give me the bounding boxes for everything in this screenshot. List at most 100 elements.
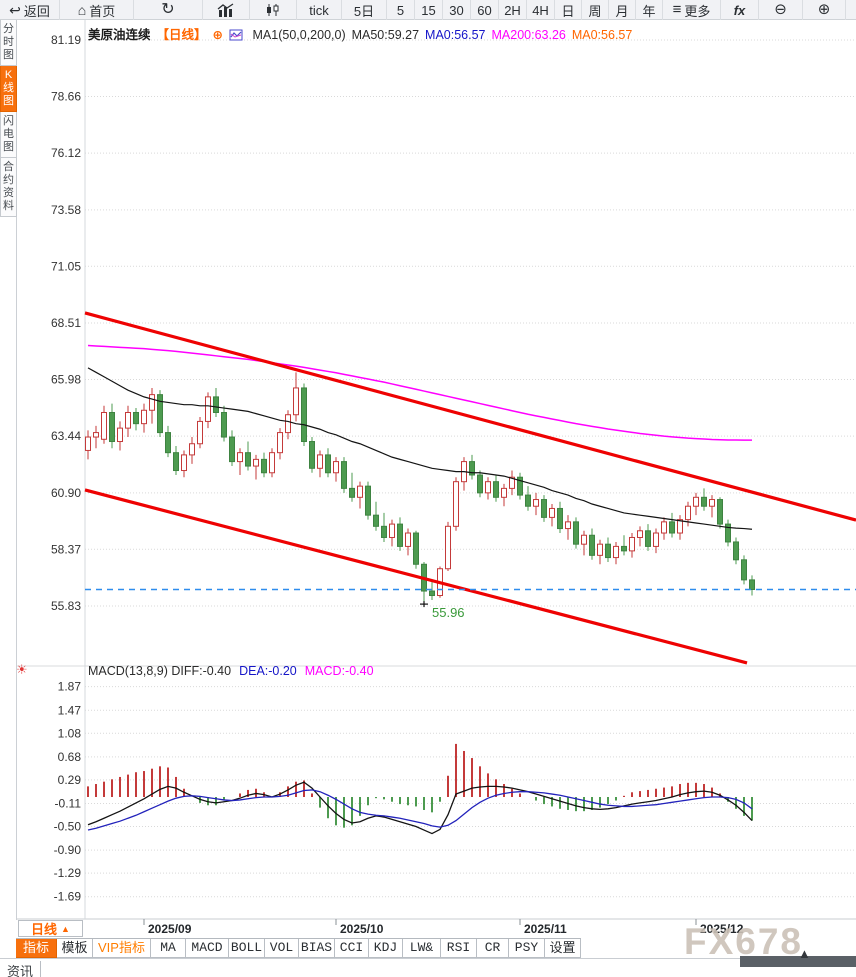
toolbar-period-5[interactable]: 5 [387,0,415,20]
candle [157,394,163,434]
toolbar-home[interactable]: ⌂ 首页 [60,0,134,20]
indicator-tab-设置[interactable]: 设置 [545,939,581,958]
indicator-tab-CCI[interactable]: CCI [335,939,369,958]
candle [661,521,667,534]
candle [597,543,603,556]
candle [485,481,491,494]
toolbar-refresh[interactable]: ↻ [134,0,203,20]
scroll-up-icon: ▲ [798,946,811,961]
toolbar-more[interactable]: ≡ 更多 [663,0,721,20]
candle [677,519,683,534]
sidebar-tab-闪电图[interactable]: 闪电图 [0,112,17,158]
svg-text:65.98: 65.98 [51,372,81,386]
svg-text:-0.11: -0.11 [55,796,82,810]
candle [645,530,651,547]
indicator-tab-MA[interactable]: MA [151,939,186,958]
candle [197,420,203,445]
svg-text:81.19: 81.19 [51,33,81,47]
svg-text:71.05: 71.05 [51,259,81,273]
candle [629,536,635,552]
svg-text:68.51: 68.51 [51,316,81,330]
candle [413,532,419,565]
indicator-tab-RSI[interactable]: RSI [441,939,477,958]
indicator-settings-icon[interactable]: ☀ [16,662,28,677]
sidebar-tab-K线图[interactable]: K线图 [0,66,17,112]
candle [565,521,571,530]
candle [453,481,459,527]
toolbar-zoom-in[interactable]: ⊕ [803,0,846,20]
toolbar-back[interactable]: ↩ 返回 [0,0,60,20]
period-selector[interactable]: 日线 ▲ [18,920,83,937]
toolbar-period-year[interactable]: 年 [636,0,663,20]
indicator-tab-MACD[interactable]: MACD [186,939,229,958]
candle [309,441,315,469]
toolbar-period-60[interactable]: 60 [471,0,499,20]
toolbar-period-week[interactable]: 周 [582,0,609,20]
indicator-tab-模板[interactable]: 模板 [57,939,93,958]
candle [749,579,755,590]
price-chart-svg[interactable]: 55.96 81.19 78.66 76.12 73.58 71.05 68.51 65.98… [0,20,856,938]
toolbar-period-15[interactable]: 15 [415,0,443,20]
candle [229,436,235,463]
macd-layer [87,743,753,835]
indicator-tab-VOL[interactable]: VOL [265,939,299,958]
indicator-tab-LW&[interactable]: LW& [403,939,441,958]
candle [653,532,659,547]
svg-text:1.08: 1.08 [58,726,82,740]
svg-text:1.47: 1.47 [58,703,82,717]
toolbar-period-30[interactable]: 30 [443,0,471,20]
indicator-tab-PSY[interactable]: PSY [509,939,545,958]
candle [85,436,91,451]
candle [389,523,395,538]
candle [221,411,227,438]
toolbar-period-4h[interactable]: 4H [527,0,555,20]
svg-text:2025/11: 2025/11 [524,922,567,936]
indicator-tab-BOLL[interactable]: BOLL [229,939,265,958]
candle [253,458,259,467]
candle [429,590,435,597]
candle [317,454,323,469]
toolbar-zoom-out[interactable]: ⊖ [759,0,803,20]
toolbar-tick[interactable]: tick [297,0,342,20]
indicator-tab-VIP指标[interactable]: VIP指标 [93,939,151,958]
candle [581,534,587,545]
svg-text:2025/09: 2025/09 [148,922,192,936]
candle [181,454,187,472]
toolbar-period-5d[interactable]: 5日 [342,0,387,20]
ma50-line [87,367,753,530]
candle [573,521,579,545]
horizontal-scrollbar[interactable]: ▲ [740,947,856,967]
indicator-tab-BIAS[interactable]: BIAS [299,939,335,958]
toolbar-period-day[interactable]: 日 [555,0,582,20]
sidebar-tab-合约资料[interactable]: 合约资料 [0,158,17,217]
indicator-tab-KDJ[interactable]: KDJ [369,939,403,958]
candle [237,452,243,463]
chart-type-sidebar: 分时图 K线图 闪电图 合约资料 [0,20,17,920]
candle [621,545,627,552]
candle [589,534,595,556]
overlay-lines-layer: 55.96 [84,311,856,665]
svg-text:60.90: 60.90 [51,486,81,500]
svg-text:-0.90: -0.90 [54,843,82,857]
news-tab[interactable]: 资讯 [0,961,41,977]
candle [269,452,275,474]
toolbar-candle-chart-mode[interactable] [250,0,297,20]
toolbar-line-chart-mode[interactable] [203,0,250,20]
indicator-tab-指标[interactable]: 指标 [16,939,57,958]
candle [333,461,339,474]
svg-text:2025/12: 2025/12 [700,922,744,936]
toolbar-fx[interactable]: fx [721,0,759,20]
indicator-tab-bar: 指标 模板 VIP指标 MA MACD BOLL VOL BIAS CCI KDJ LW& RSI CR… [16,938,581,958]
svg-text:73.58: 73.58 [51,203,81,217]
svg-text:-1.29: -1.29 [54,866,82,880]
candle [133,411,139,425]
candle [477,474,483,494]
candle [261,458,267,474]
toolbar-period-2h[interactable]: 2H [499,0,527,20]
svg-text:-1.69: -1.69 [54,890,82,904]
sidebar-tab-分时图[interactable]: 分时图 [0,20,17,66]
candle [165,432,171,454]
svg-text:78.66: 78.66 [51,89,81,103]
indicator-tab-CR[interactable]: CR [477,939,509,958]
toolbar-period-month[interactable]: 月 [609,0,636,20]
